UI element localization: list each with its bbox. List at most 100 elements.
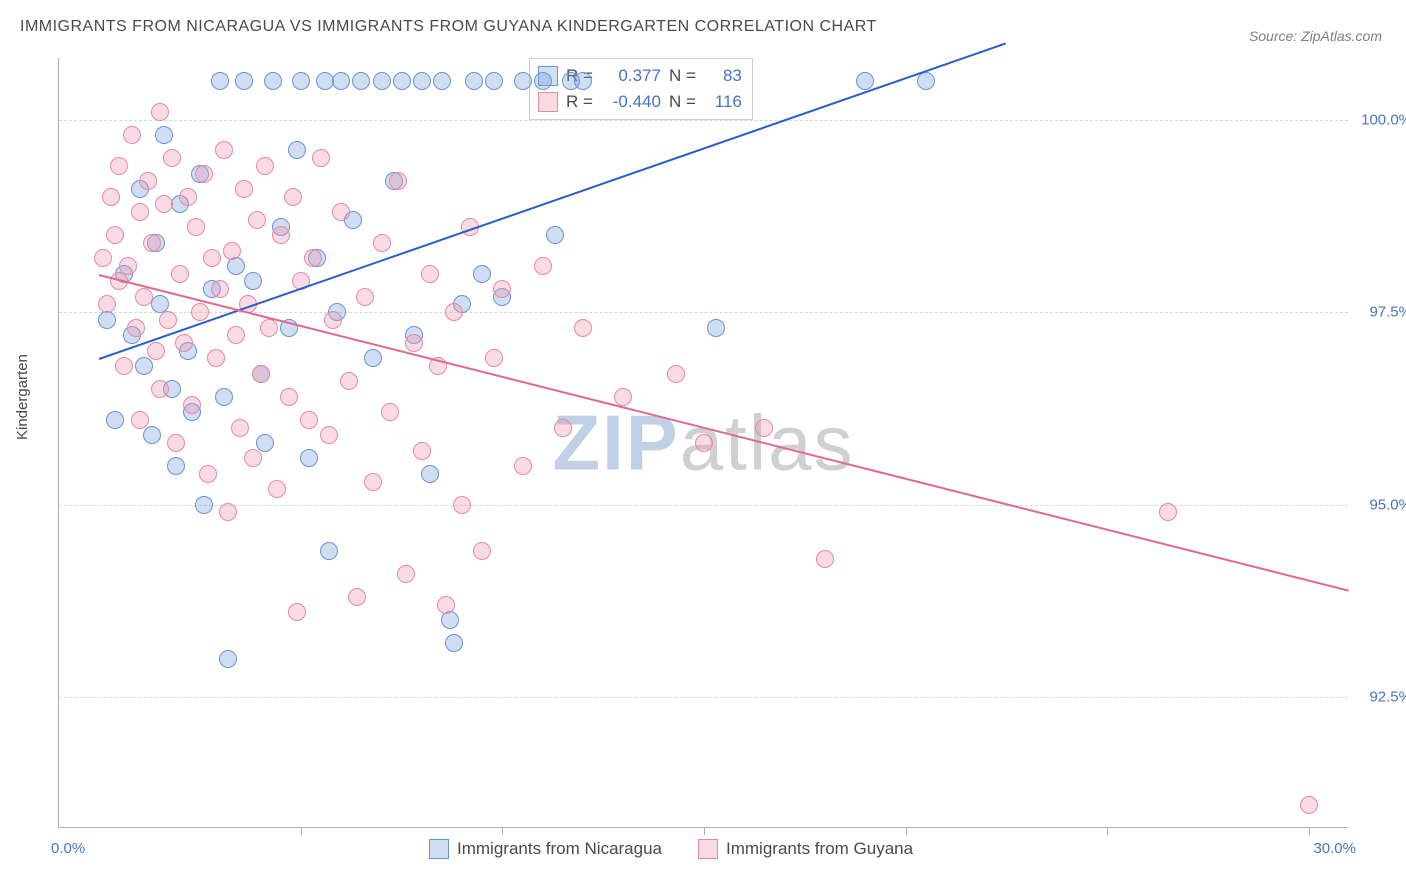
data-point-guyana bbox=[389, 172, 407, 190]
x-tick bbox=[301, 827, 302, 835]
r-value: -0.440 bbox=[601, 92, 661, 112]
data-point-guyana bbox=[284, 188, 302, 206]
data-point-guyana bbox=[324, 311, 342, 329]
x-tick bbox=[502, 827, 503, 835]
data-point-guyana bbox=[445, 303, 463, 321]
data-point-guyana bbox=[223, 242, 241, 260]
data-point-guyana bbox=[211, 280, 229, 298]
data-point-guyana bbox=[110, 157, 128, 175]
y-tick-label: 100.0% bbox=[1361, 111, 1406, 128]
data-point-guyana bbox=[300, 411, 318, 429]
data-point-guyana bbox=[167, 434, 185, 452]
data-point-guyana bbox=[260, 319, 278, 337]
data-point-nicaragua bbox=[256, 434, 274, 452]
watermark-zip: ZIP bbox=[552, 398, 679, 486]
data-point-guyana bbox=[119, 257, 137, 275]
data-point-guyana bbox=[151, 380, 169, 398]
data-point-guyana bbox=[248, 211, 266, 229]
data-point-nicaragua bbox=[167, 457, 185, 475]
data-point-nicaragua bbox=[445, 634, 463, 652]
data-point-guyana bbox=[332, 203, 350, 221]
data-point-guyana bbox=[268, 480, 286, 498]
data-point-guyana bbox=[195, 165, 213, 183]
data-point-guyana bbox=[485, 349, 503, 367]
data-point-guyana bbox=[179, 188, 197, 206]
n-value: 83 bbox=[704, 66, 742, 86]
n-label: N = bbox=[669, 92, 696, 112]
data-point-guyana bbox=[554, 419, 572, 437]
r-value: 0.377 bbox=[601, 66, 661, 86]
gridline bbox=[59, 697, 1348, 698]
data-point-nicaragua bbox=[195, 496, 213, 514]
data-point-guyana bbox=[405, 334, 423, 352]
data-point-nicaragua bbox=[413, 72, 431, 90]
data-point-guyana bbox=[755, 419, 773, 437]
data-point-guyana bbox=[280, 388, 298, 406]
y-tick-label: 95.0% bbox=[1369, 496, 1406, 513]
data-point-guyana bbox=[183, 396, 201, 414]
data-point-nicaragua bbox=[215, 388, 233, 406]
data-point-nicaragua bbox=[155, 126, 173, 144]
data-point-nicaragua bbox=[514, 72, 532, 90]
stats-legend: R = 0.377 N = 83 R = -0.440 N = 116 bbox=[529, 58, 753, 120]
stats-row: R = -0.440 N = 116 bbox=[538, 89, 742, 115]
data-point-guyana bbox=[191, 303, 209, 321]
swatch-guyana bbox=[538, 92, 558, 112]
data-point-guyana bbox=[175, 334, 193, 352]
data-point-nicaragua bbox=[441, 611, 459, 629]
source-label: Source: ZipAtlas.com bbox=[1249, 28, 1382, 44]
data-point-guyana bbox=[159, 311, 177, 329]
data-point-guyana bbox=[244, 449, 262, 467]
data-point-guyana bbox=[364, 473, 382, 491]
x-tick bbox=[1309, 827, 1310, 835]
data-point-guyana bbox=[139, 172, 157, 190]
data-point-guyana bbox=[215, 141, 233, 159]
n-value: 116 bbox=[704, 92, 742, 112]
data-point-nicaragua bbox=[485, 72, 503, 90]
data-point-guyana bbox=[453, 496, 471, 514]
data-point-guyana bbox=[1159, 503, 1177, 521]
swatch-nicaragua bbox=[429, 839, 449, 859]
data-point-nicaragua bbox=[300, 449, 318, 467]
data-point-nicaragua bbox=[856, 72, 874, 90]
data-point-guyana bbox=[473, 542, 491, 560]
data-point-guyana bbox=[155, 195, 173, 213]
data-point-nicaragua bbox=[421, 465, 439, 483]
y-tick-label: 97.5% bbox=[1369, 304, 1406, 321]
data-point-nicaragua bbox=[433, 72, 451, 90]
x-tick bbox=[704, 827, 705, 835]
swatch-guyana bbox=[698, 839, 718, 859]
data-point-guyana bbox=[356, 288, 374, 306]
data-point-guyana bbox=[187, 218, 205, 236]
data-point-guyana bbox=[147, 342, 165, 360]
data-point-guyana bbox=[381, 403, 399, 421]
y-tick-label: 92.5% bbox=[1369, 689, 1406, 706]
data-point-guyana bbox=[98, 295, 116, 313]
data-point-guyana bbox=[288, 603, 306, 621]
n-label: N = bbox=[669, 66, 696, 86]
data-point-nicaragua bbox=[574, 72, 592, 90]
data-point-nicaragua bbox=[227, 257, 245, 275]
data-point-guyana bbox=[304, 249, 322, 267]
legend-item-guyana: Immigrants from Guyana bbox=[698, 839, 913, 859]
data-point-guyana bbox=[227, 326, 245, 344]
data-point-guyana bbox=[340, 372, 358, 390]
legend-label: Immigrants from Nicaragua bbox=[457, 839, 662, 859]
data-point-guyana bbox=[235, 180, 253, 198]
data-point-guyana bbox=[115, 357, 133, 375]
data-point-guyana bbox=[348, 588, 366, 606]
data-point-guyana bbox=[272, 226, 290, 244]
data-point-guyana bbox=[219, 503, 237, 521]
data-point-guyana bbox=[123, 126, 141, 144]
data-point-guyana bbox=[437, 596, 455, 614]
data-point-guyana bbox=[207, 349, 225, 367]
data-point-nicaragua bbox=[211, 72, 229, 90]
data-point-guyana bbox=[199, 465, 217, 483]
data-point-nicaragua bbox=[320, 542, 338, 560]
y-axis-label: Kindergarten bbox=[14, 354, 31, 440]
data-point-nicaragua bbox=[98, 311, 116, 329]
chart-title: IMMIGRANTS FROM NICARAGUA VS IMMIGRANTS … bbox=[20, 18, 877, 36]
gridline bbox=[59, 505, 1348, 506]
data-point-guyana bbox=[127, 319, 145, 337]
data-point-guyana bbox=[131, 411, 149, 429]
